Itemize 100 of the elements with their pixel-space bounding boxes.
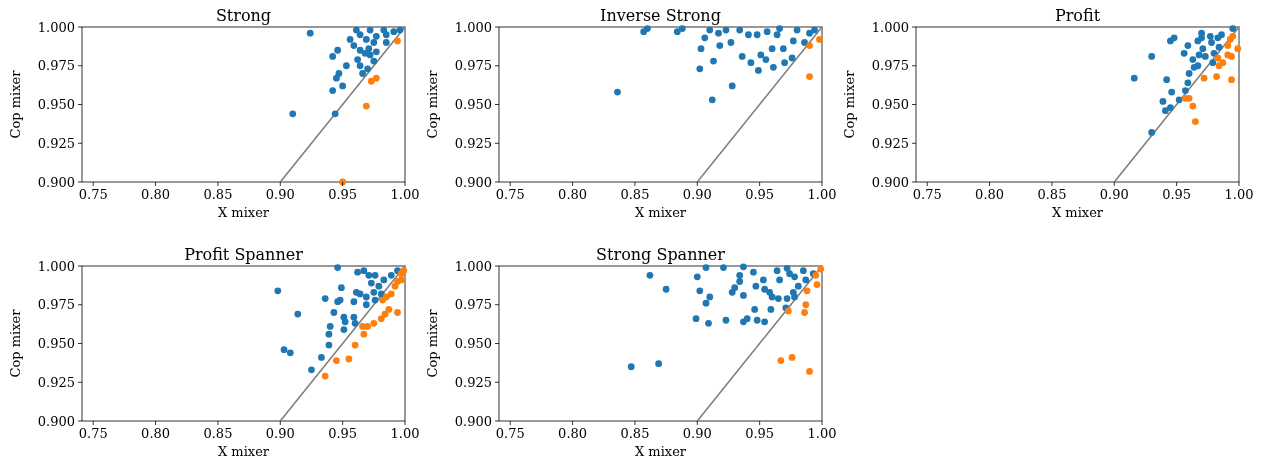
- y-tick-label: 0.900: [37, 413, 75, 429]
- point: [335, 70, 343, 77]
- point: [1219, 59, 1227, 67]
- point: [783, 264, 791, 272]
- point: [761, 318, 769, 326]
- point: [352, 26, 360, 34]
- y-tick-label: 0.975: [454, 58, 492, 74]
- x-tick-label: 1.00: [390, 426, 420, 441]
- point: [325, 341, 333, 349]
- point: [372, 74, 380, 82]
- point: [334, 46, 342, 54]
- point: [716, 42, 724, 49]
- x-axis-title: X mixer: [217, 205, 270, 220]
- point: [354, 268, 362, 276]
- point: [751, 306, 759, 313]
- y-tick-label: 0.950: [37, 97, 75, 113]
- point: [361, 49, 369, 57]
- point: [350, 298, 358, 306]
- point: [370, 319, 378, 327]
- point: [365, 45, 373, 53]
- point: [330, 309, 338, 316]
- point: [321, 295, 329, 302]
- point: [394, 37, 401, 45]
- x-tick-label: 0.85: [1037, 187, 1067, 202]
- point: [731, 284, 739, 292]
- point: [371, 296, 379, 304]
- point: [1159, 98, 1167, 105]
- point: [1208, 39, 1215, 46]
- point: [722, 316, 730, 324]
- x-tick-label: 0.75: [495, 426, 525, 441]
- point: [382, 293, 390, 301]
- point: [774, 295, 782, 302]
- y-tick-label: 1.000: [37, 258, 75, 274]
- chart-title: Profit: [1054, 6, 1101, 25]
- point: [759, 276, 767, 284]
- point: [362, 301, 370, 309]
- point: [783, 295, 791, 302]
- x-tick-label: 1.00: [807, 187, 837, 202]
- point: [802, 301, 810, 309]
- y-tick-label: 0.925: [37, 374, 75, 390]
- point: [644, 25, 651, 32]
- point: [806, 29, 813, 37]
- point: [306, 29, 314, 37]
- point: [362, 102, 370, 110]
- x-tick-label: 1.00: [807, 426, 837, 441]
- point: [710, 57, 717, 65]
- point: [706, 26, 714, 34]
- point: [1228, 53, 1235, 60]
- x-axis-title: X mixer: [634, 205, 687, 220]
- point: [326, 323, 334, 330]
- point: [655, 360, 663, 368]
- point: [331, 110, 339, 118]
- point: [375, 282, 383, 290]
- y-tick-label: 0.900: [454, 413, 492, 429]
- x-tick-label: 0.75: [78, 426, 108, 441]
- x-tick-label: 0.90: [265, 426, 295, 441]
- point: [747, 59, 755, 67]
- y-tick-label: 0.900: [454, 174, 492, 190]
- point: [362, 293, 370, 301]
- point: [387, 290, 395, 298]
- point: [1130, 74, 1138, 82]
- point: [370, 57, 378, 65]
- y-tick-label: 0.925: [454, 374, 492, 390]
- point: [381, 310, 389, 318]
- point: [816, 36, 823, 43]
- point: [1201, 53, 1209, 60]
- point: [382, 39, 390, 46]
- point: [370, 288, 378, 296]
- x-tick-label: 0.95: [745, 187, 775, 202]
- point: [736, 26, 744, 34]
- point: [354, 56, 362, 63]
- point: [777, 357, 785, 364]
- point: [1167, 104, 1174, 111]
- point: [740, 292, 747, 299]
- point: [1195, 51, 1203, 59]
- point: [356, 31, 364, 39]
- point: [801, 39, 808, 46]
- x-tick-label: 0.90: [1099, 187, 1129, 202]
- y-tick-label: 0.950: [37, 336, 75, 352]
- point: [333, 357, 340, 364]
- point: [394, 309, 401, 316]
- chart-title: Strong Spanner: [596, 245, 726, 264]
- point: [334, 264, 342, 271]
- y-axis-title: Cop mixer: [8, 308, 23, 378]
- x-tick-label: 0.80: [141, 187, 171, 202]
- point: [1200, 74, 1208, 82]
- y-tick-label: 1.000: [37, 19, 75, 35]
- point: [364, 65, 371, 73]
- y-axis-title: Cop mixer: [842, 69, 857, 139]
- point: [1229, 25, 1237, 32]
- point: [360, 267, 368, 275]
- point: [773, 267, 781, 275]
- point: [377, 290, 385, 298]
- point: [799, 267, 807, 275]
- point: [329, 53, 337, 60]
- x-tick-label: 0.80: [975, 187, 1005, 202]
- point: [768, 293, 776, 301]
- point: [743, 315, 751, 323]
- point: [817, 265, 825, 273]
- point: [646, 271, 654, 279]
